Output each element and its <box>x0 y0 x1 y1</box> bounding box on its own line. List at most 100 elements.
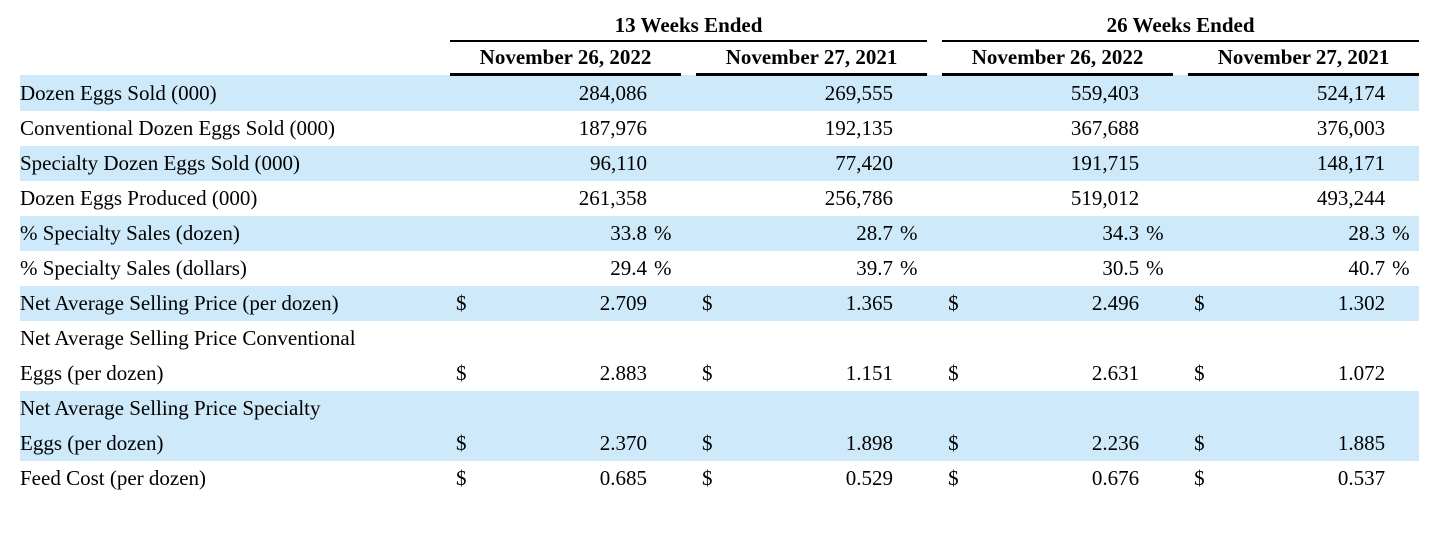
table-row: % Specialty Sales (dozen) 33.8% 28.7% 34.3%… <box>20 216 1420 251</box>
percent-symbol <box>1139 181 1173 216</box>
percent-symbol <box>647 286 681 321</box>
currency-symbol <box>1188 74 1231 111</box>
cell-value: 34.3 <box>984 216 1140 251</box>
currency-symbol <box>1188 111 1230 146</box>
cell-value: 30.5 <box>1102 256 1140 280</box>
cell-value: 261,358 <box>578 186 647 210</box>
cell-value: 493,244 <box>1316 186 1386 210</box>
currency-symbol: $ <box>1194 361 1205 385</box>
cell-value: 0.676 <box>1091 466 1140 490</box>
percent-symbol: % <box>1139 216 1174 251</box>
currency-symbol: $ <box>450 391 492 461</box>
table-corner <box>20 10 450 41</box>
column-gap <box>1173 216 1189 251</box>
currency-symbol <box>696 74 738 111</box>
column-gap <box>927 391 943 461</box>
currency-symbol <box>942 216 985 251</box>
cell-value: 1.898 <box>738 391 893 461</box>
column-gap <box>1173 286 1189 321</box>
group-header-13-weeks: 13 Weeks Ended <box>450 10 928 42</box>
percent-symbol <box>893 74 928 111</box>
column-gap <box>681 286 696 321</box>
group-gap <box>927 10 942 41</box>
column-gap <box>927 181 942 216</box>
cell-value: 40.7 <box>1348 256 1386 280</box>
currency-symbol: $ <box>1188 391 1231 461</box>
currency-symbol <box>696 181 738 216</box>
cell-value: 269,555 <box>738 74 893 111</box>
currency-symbol <box>942 74 985 111</box>
percent-symbol <box>1385 181 1419 216</box>
row-label: Specialty Dozen Eggs Sold (000) <box>20 146 450 181</box>
currency-symbol <box>696 251 738 286</box>
column-gap <box>681 111 696 146</box>
cell-value: 1.302 <box>1230 286 1386 321</box>
cell-value: 29.4 <box>610 256 647 280</box>
cell-value: 191,715 <box>984 146 1140 181</box>
percent-symbol <box>893 461 927 496</box>
cell-value: 0.537 <box>1337 466 1386 490</box>
cell-value: 519,012 <box>1070 186 1140 210</box>
column-gap <box>681 391 696 461</box>
percent-symbol <box>893 146 928 181</box>
percent-symbol: % <box>1392 256 1410 280</box>
percent-symbol: % <box>1385 216 1420 251</box>
currency-symbol <box>450 216 492 251</box>
row-label: % Specialty Sales (dozen) <box>20 216 450 251</box>
percent-symbol <box>647 111 681 146</box>
currency-symbol: $ <box>696 391 738 461</box>
currency-symbol: $ <box>696 286 738 321</box>
table-row: Net Average Selling Price (per dozen) $2.… <box>20 286 1420 321</box>
currency-symbol <box>942 111 984 146</box>
cell-value: 187,976 <box>578 116 647 140</box>
percent-symbol: % <box>900 256 918 280</box>
table-row: Net Average Selling Price Specialty Eggs… <box>20 391 1420 461</box>
cell-value: 2.370 <box>492 391 647 461</box>
percent-symbol <box>893 286 928 321</box>
cell-value: 192,135 <box>824 116 893 140</box>
column-gap <box>681 74 696 111</box>
column-header-date: November 27, 2021 <box>696 41 928 76</box>
currency-symbol: $ <box>702 361 713 385</box>
cell-value: 148,171 <box>1230 146 1386 181</box>
cell-value: 2.496 <box>984 286 1140 321</box>
cell-value: 28.3 <box>1230 216 1386 251</box>
column-gap <box>1173 321 1188 391</box>
table-row: Specialty Dozen Eggs Sold (000) 96,110 77,… <box>20 146 1420 181</box>
percent-symbol: % <box>893 216 928 251</box>
currency-symbol: $ <box>942 286 985 321</box>
cell-value: 559,403 <box>984 74 1140 111</box>
percent-symbol <box>647 74 681 111</box>
cell-value: 77,420 <box>738 146 893 181</box>
currency-symbol: $ <box>450 286 492 321</box>
percent-symbol <box>647 391 681 461</box>
row-label: Dozen Eggs Sold (000) <box>20 74 450 111</box>
cell-value: 256,786 <box>824 186 893 210</box>
currency-symbol: $ <box>942 391 985 461</box>
column-gap <box>1173 251 1188 286</box>
date-column-header-row: November 26, 2022 November 27, 2021 Nove… <box>20 41 1420 76</box>
table-row: Feed Cost (per dozen) $0.685 $0.529 $0.676 $… <box>20 461 1419 496</box>
percent-symbol <box>1385 461 1419 496</box>
financial-metrics-table-container: 13 Weeks Ended 26 Weeks Ended November 2… <box>20 10 1420 496</box>
column-gap <box>927 216 943 251</box>
column-gap <box>927 461 942 496</box>
cell-value: 0.685 <box>599 466 647 490</box>
column-gap <box>681 41 696 75</box>
currency-symbol: $ <box>948 361 959 385</box>
currency-symbol <box>450 181 492 216</box>
cell-value: 39.7 <box>856 256 893 280</box>
currency-symbol <box>450 251 492 286</box>
currency-symbol <box>942 146 985 181</box>
row-label: Net Average Selling Price Conventional E… <box>20 326 356 385</box>
table-row: Dozen Eggs Sold (000) 284,086 269,555 559,4… <box>20 74 1420 111</box>
row-label: Net Average Selling Price Specialty Eggs… <box>20 391 450 461</box>
column-gap <box>927 111 942 146</box>
cell-value: 2.236 <box>984 391 1140 461</box>
currency-symbol <box>450 146 492 181</box>
column-gap <box>1173 74 1189 111</box>
percent-symbol: % <box>647 216 681 251</box>
column-gap <box>1173 181 1188 216</box>
column-gap <box>1173 41 1188 75</box>
currency-symbol <box>1188 216 1231 251</box>
